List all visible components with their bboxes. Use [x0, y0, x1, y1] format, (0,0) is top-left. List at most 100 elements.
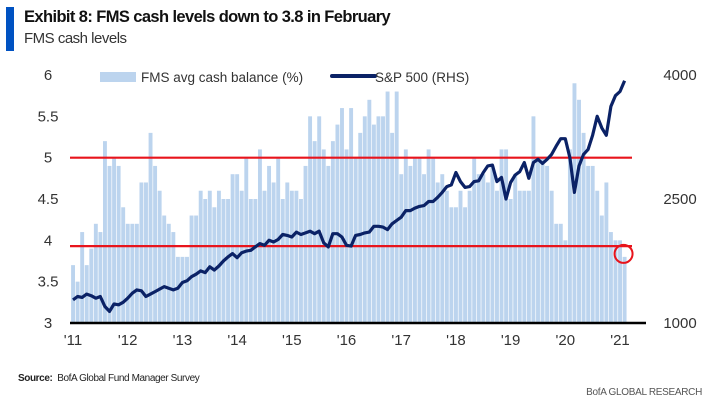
- source-text: BofA Global Fund Manager Survey: [57, 373, 200, 384]
- x-tick-label: '14: [227, 332, 247, 349]
- bar: [216, 190, 221, 323]
- bar: [604, 182, 609, 323]
- bar: [408, 165, 413, 323]
- bar: [536, 157, 540, 323]
- bar: [321, 149, 326, 323]
- bar: [93, 223, 98, 323]
- bar: [226, 199, 230, 323]
- chart-title: Exhibit 8: FMS cash levels down to 3.8 i…: [24, 8, 391, 26]
- x-tick-label: '17: [391, 332, 411, 349]
- y-right-tick-label: 2500: [663, 191, 696, 208]
- bar: [444, 190, 449, 323]
- bar: [271, 182, 276, 323]
- bar: [549, 190, 554, 323]
- bar: [103, 141, 107, 323]
- x-tick-label: '13: [173, 332, 193, 349]
- bar: [454, 207, 458, 323]
- bar: [125, 223, 130, 323]
- bar: [230, 174, 235, 323]
- bar: [198, 190, 203, 323]
- bar: [344, 149, 349, 323]
- bar: [185, 256, 189, 323]
- y-left-tick-label: 5.5: [38, 108, 59, 125]
- x-tick-label: '21: [610, 332, 630, 349]
- bar: [490, 165, 495, 323]
- bar: [262, 190, 267, 323]
- bar: [577, 99, 581, 323]
- bar: [280, 199, 285, 323]
- bar: [203, 199, 208, 323]
- bar: [112, 157, 117, 323]
- bar: [572, 83, 577, 324]
- chart-subtitle: FMS cash levels: [24, 30, 127, 47]
- y-right-tick-labels: 1000 2500 4000: [663, 67, 696, 332]
- bar: [554, 223, 559, 323]
- bar-series: [71, 83, 627, 324]
- bar: [618, 240, 622, 323]
- y-left-tick-labels: 3 3.5 4 4.5 5 5.5 6: [38, 67, 59, 332]
- y-left-tick-label: 4: [44, 232, 52, 249]
- bar: [522, 190, 527, 323]
- bar: [267, 165, 272, 323]
- bar: [257, 149, 262, 323]
- bar: [463, 207, 468, 323]
- title-accent-bar: [6, 7, 14, 51]
- bar: [590, 165, 595, 323]
- bar: [412, 157, 417, 323]
- legend-bar-label: FMS avg cash balance (%): [141, 70, 303, 85]
- bar: [567, 149, 572, 323]
- bar: [349, 108, 354, 323]
- bar: [362, 116, 367, 323]
- bar: [330, 141, 335, 323]
- bar: [467, 190, 472, 323]
- bar: [207, 190, 212, 323]
- bar: [394, 91, 399, 324]
- bar: [71, 265, 75, 323]
- x-tick-label: '12: [118, 332, 138, 349]
- bar: [353, 157, 358, 323]
- x-tick-labels: '11 '12 '13 '14 '15 '16 '17 '18 '19 '20 '21: [64, 332, 630, 349]
- bar: [485, 182, 490, 323]
- bar: [526, 190, 531, 323]
- bar: [194, 215, 199, 323]
- bar: [162, 215, 167, 323]
- y-left-tick-label: 3.5: [38, 274, 59, 291]
- source-label: Source:: [18, 373, 53, 384]
- bar: [599, 215, 604, 323]
- bar: [385, 91, 390, 324]
- bar: [116, 165, 121, 323]
- bar: [381, 116, 385, 323]
- bar: [449, 207, 454, 323]
- bar: [98, 232, 103, 323]
- bar: [130, 223, 135, 323]
- bar: [440, 174, 445, 323]
- bar: [458, 190, 463, 323]
- bar: [586, 165, 591, 323]
- bar: [335, 124, 340, 323]
- bar: [289, 190, 294, 323]
- bar: [299, 199, 303, 323]
- bar: [139, 182, 144, 323]
- bar: [303, 165, 308, 323]
- y-right-tick-label: 4000: [663, 67, 696, 84]
- bar: [531, 116, 536, 323]
- bar: [613, 240, 618, 323]
- bar: [144, 182, 148, 323]
- bar: [476, 174, 481, 323]
- legend-line-label: S&P 500 (RHS): [375, 70, 469, 85]
- bar: [517, 190, 522, 323]
- bar: [622, 256, 627, 323]
- bar: [212, 207, 217, 323]
- bar: [239, 190, 244, 323]
- y-left-tick-label: 4.5: [38, 191, 59, 208]
- bar: [340, 108, 344, 323]
- bar: [180, 256, 185, 323]
- x-tick-label: '18: [446, 332, 466, 349]
- bar: [89, 248, 94, 323]
- bar: [166, 223, 171, 323]
- x-tick-label: '16: [337, 332, 357, 349]
- bar: [403, 149, 408, 323]
- bar: [417, 157, 422, 323]
- y-left-tick-label: 3: [44, 315, 52, 332]
- bar: [545, 165, 550, 323]
